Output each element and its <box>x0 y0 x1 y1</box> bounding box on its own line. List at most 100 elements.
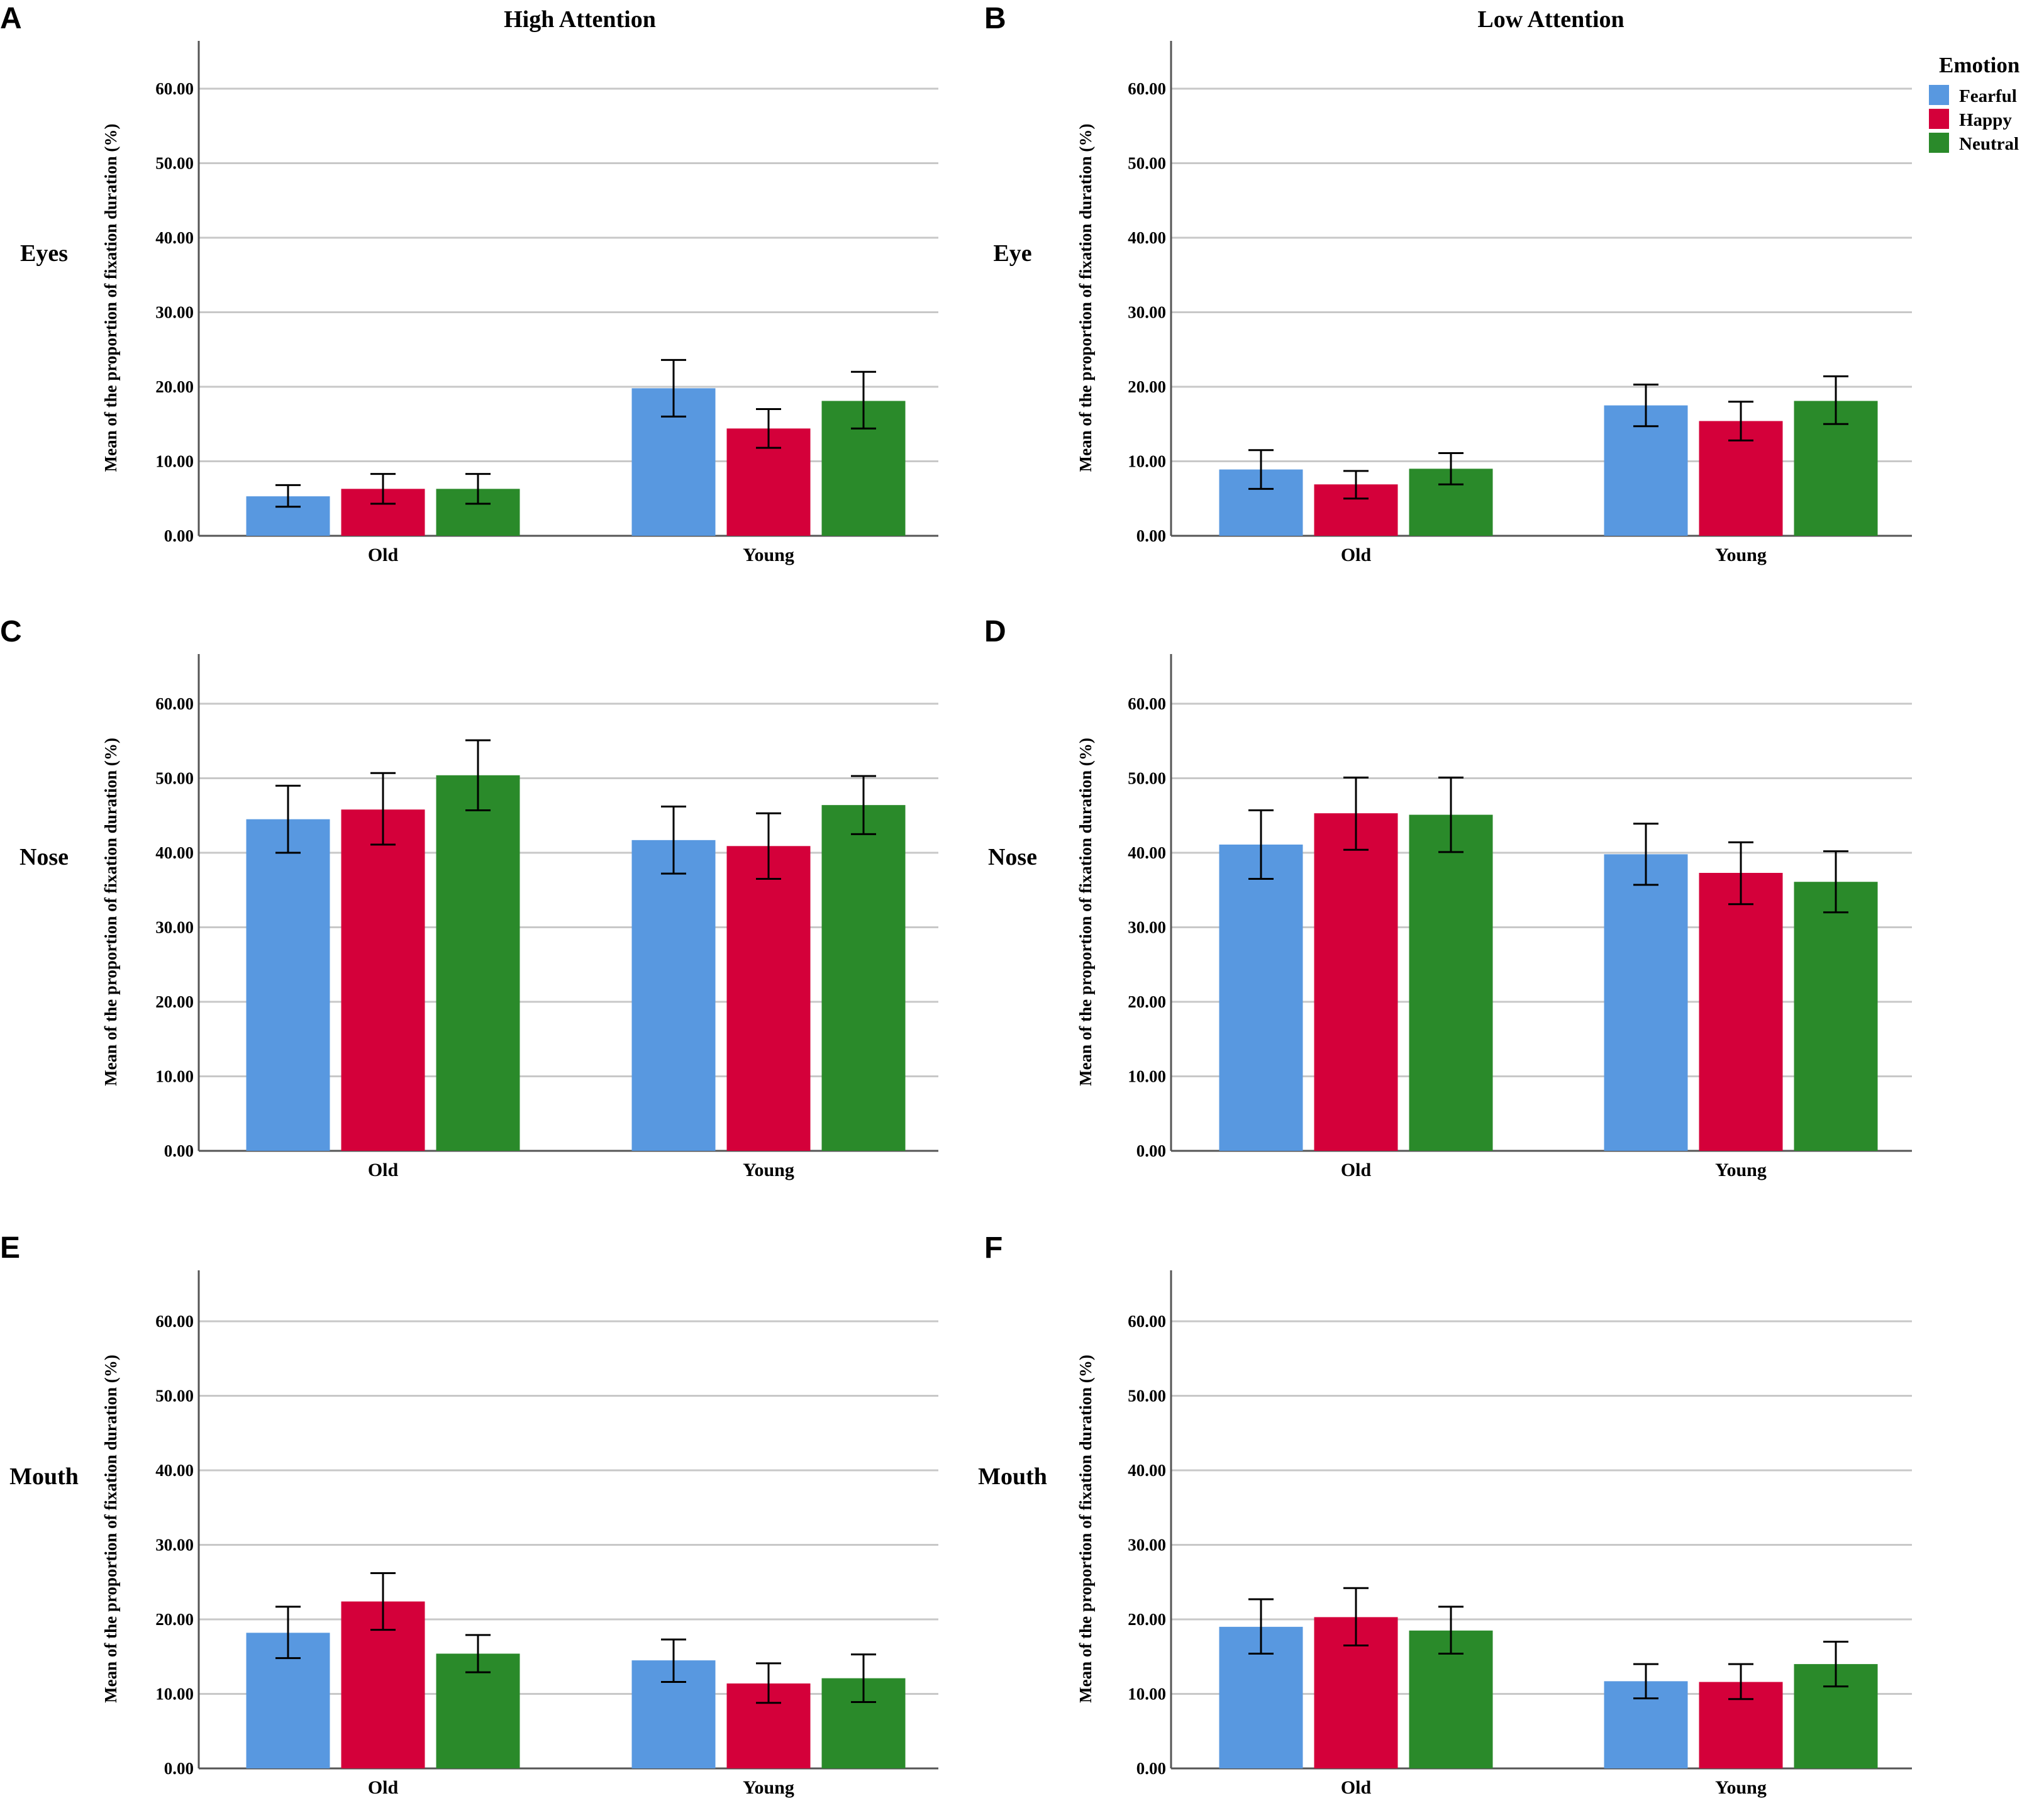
category-label-young: Young <box>1715 1777 1767 1798</box>
bar-young-happy <box>726 846 811 1151</box>
y-tick-label: 30.00 <box>1128 918 1166 937</box>
y-tick-label: 50.00 <box>155 154 194 173</box>
category-label-old: Old <box>1341 545 1372 565</box>
y-tick-label: 60.00 <box>1128 79 1166 98</box>
y-tick-label: 0.00 <box>164 1759 194 1778</box>
y-tick-label: 20.00 <box>155 377 194 396</box>
row-label: Nose <box>988 844 1037 870</box>
bar-old-neutral <box>1409 814 1493 1151</box>
y-tick-label: 50.00 <box>1128 1387 1166 1406</box>
row-label: Mouth <box>978 1463 1047 1490</box>
y-tick-label: 20.00 <box>1128 1610 1166 1629</box>
legend: Emotion Fearful Happy Neutral <box>1929 53 2019 154</box>
category-label-young: Young <box>743 1160 794 1180</box>
y-axis-label: Mean of the proportion of fixation durat… <box>1076 1355 1095 1703</box>
bar-old-happy <box>1314 813 1398 1151</box>
y-tick-label: 40.00 <box>155 228 194 247</box>
y-tick-label: 20.00 <box>1128 377 1166 396</box>
bar-young-fearful <box>1604 854 1688 1151</box>
category-label-old: Old <box>368 1777 399 1798</box>
y-axis-label: Mean of the proportion of fixation durat… <box>101 1355 120 1703</box>
y-tick-label: 20.00 <box>155 992 194 1011</box>
column-title-low-attention: Low Attention <box>1477 6 1624 33</box>
panel-B: B Eye 0.00 10.00 20.00 30.00 40.00 50.00 60.00 Me… <box>984 2 1912 565</box>
y-tick-label: 50.00 <box>1128 154 1166 173</box>
category-label-young: Young <box>1715 1160 1767 1180</box>
y-tick-label: 20.00 <box>1128 992 1166 1011</box>
bar-old-fearful <box>1219 844 1303 1151</box>
y-tick-label: 60.00 <box>155 79 194 98</box>
y-tick-label: 50.00 <box>155 1387 194 1406</box>
y-tick-label: 10.00 <box>155 1067 194 1086</box>
y-tick-label: 10.00 <box>1128 1067 1166 1086</box>
bar-old-happy <box>341 809 425 1151</box>
bar-young-neutral <box>1794 882 1878 1151</box>
row-label: Eye <box>993 240 1031 267</box>
bar-young-happy <box>1699 872 1783 1151</box>
legend-swatch-happy <box>1929 109 1949 129</box>
y-tick-label: 40.00 <box>1128 228 1166 247</box>
y-tick-label: 0.00 <box>164 526 194 545</box>
y-tick-label: 60.00 <box>1128 694 1166 713</box>
bar-old-neutral <box>436 775 520 1151</box>
panel-E: E Mouth 0.00 10.00 20.00 30.00 40.00 50.00 60.00… <box>0 1231 938 1798</box>
panel-A: A Eyes 0.00 10.00 20.00 30.00 40.00 50.00 60.00 M… <box>0 2 938 565</box>
category-label-young: Young <box>1715 545 1767 565</box>
panel-letter: B <box>984 2 1006 35</box>
row-label: Eyes <box>20 240 68 267</box>
category-label-young: Young <box>743 545 794 565</box>
y-tick-label: 40.00 <box>155 1461 194 1480</box>
y-axis-label: Mean of the proportion of fixation durat… <box>1076 738 1095 1086</box>
y-axis-label: Mean of the proportion of fixation durat… <box>1076 124 1095 472</box>
legend-label-neutral: Neutral <box>1959 134 2019 154</box>
y-tick-label: 10.00 <box>155 1685 194 1704</box>
y-tick-label: 30.00 <box>155 303 194 322</box>
category-label-old: Old <box>368 545 399 565</box>
y-tick-label: 50.00 <box>1128 769 1166 788</box>
panel-letter: F <box>984 1231 1003 1265</box>
panel-letter: A <box>0 2 22 35</box>
bar-young-neutral <box>821 805 906 1151</box>
y-tick-label: 50.00 <box>155 769 194 788</box>
y-tick-label: 0.00 <box>1136 1141 1166 1160</box>
panel-F: F Mouth 0.00 10.00 20.00 30.00 40.00 50.00 60.00… <box>978 1231 1912 1798</box>
y-tick-label: 0.00 <box>164 1141 194 1160</box>
y-tick-label: 30.00 <box>155 918 194 937</box>
y-axis-label: Mean of the proportion of fixation durat… <box>101 738 120 1086</box>
y-tick-label: 0.00 <box>1136 1759 1166 1778</box>
legend-swatch-neutral <box>1929 133 1949 153</box>
panel-D: D Nose 0.00 10.00 20.00 30.00 40.00 50.00 60.00 M… <box>984 615 1912 1180</box>
y-tick-label: 0.00 <box>1136 526 1166 545</box>
bar-young-fearful <box>631 840 716 1151</box>
y-tick-label: 10.00 <box>155 452 194 471</box>
panel-letter: E <box>0 1231 20 1265</box>
column-title-high-attention: High Attention <box>504 6 656 33</box>
row-label: Mouth <box>9 1463 79 1490</box>
y-tick-label: 30.00 <box>1128 303 1166 322</box>
category-label-old: Old <box>1341 1160 1372 1180</box>
y-tick-label: 10.00 <box>1128 452 1166 471</box>
category-label-old: Old <box>368 1160 399 1180</box>
y-tick-label: 60.00 <box>155 694 194 713</box>
y-tick-label: 10.00 <box>1128 1685 1166 1704</box>
legend-swatch-fearful <box>1929 85 1949 105</box>
y-tick-label: 30.00 <box>1128 1536 1166 1555</box>
y-axis-label: Mean of the proportion of fixation durat… <box>101 124 120 472</box>
category-label-young: Young <box>743 1777 794 1798</box>
legend-title: Emotion <box>1939 53 2019 77</box>
panel-C: C Nose 0.00 10.00 20.00 30.00 40.00 50.00 60.00 M… <box>0 615 938 1180</box>
y-tick-label: 40.00 <box>155 843 194 862</box>
bar-old-fearful <box>246 819 330 1151</box>
y-tick-label: 60.00 <box>155 1312 194 1331</box>
panel-letter: D <box>984 615 1006 648</box>
category-label-old: Old <box>1341 1777 1372 1798</box>
legend-label-happy: Happy <box>1959 110 2012 130</box>
y-tick-label: 20.00 <box>155 1610 194 1629</box>
row-label: Nose <box>19 844 69 870</box>
y-tick-label: 30.00 <box>155 1536 194 1555</box>
legend-label-fearful: Fearful <box>1959 86 2017 106</box>
y-tick-label: 40.00 <box>1128 1461 1166 1480</box>
y-tick-label: 40.00 <box>1128 843 1166 862</box>
panel-letter: C <box>0 615 22 648</box>
